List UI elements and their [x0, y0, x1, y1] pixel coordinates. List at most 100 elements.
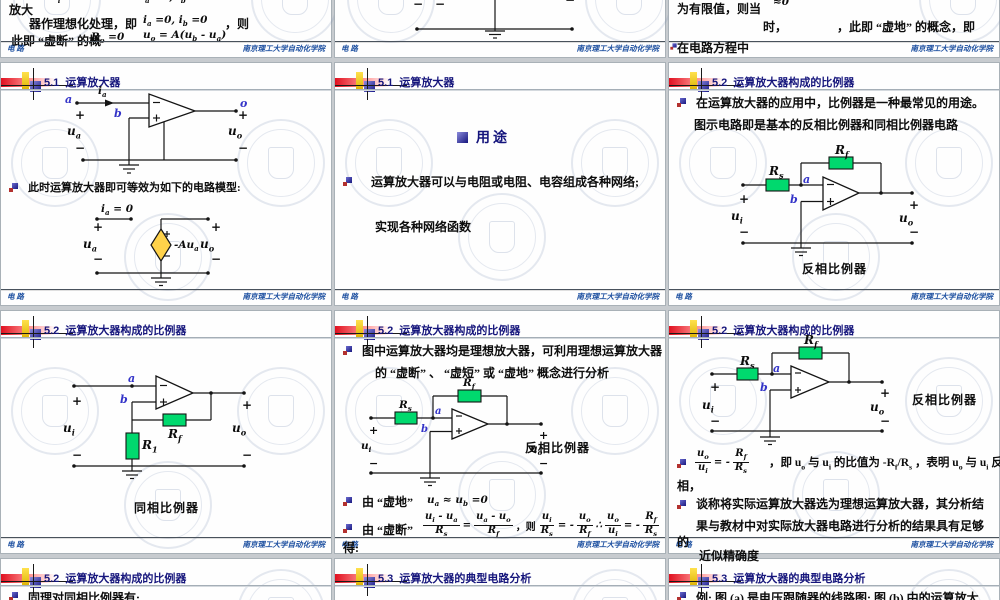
slide-ornament: [669, 316, 779, 350]
formula-ia-zero: ia = 0: [101, 203, 134, 218]
header-rule: [1, 337, 331, 339]
circuit-caption: 反相比例器: [912, 393, 978, 407]
bullet-text: 由 “虚断”: [362, 523, 414, 537]
result-text: ，即 uo 与 ui 的比值为 -Rf/Rs ，表明 uo 与 ui 反: [769, 457, 1000, 472]
polarity-sign: −: [93, 252, 104, 266]
slide-inverting-analysis[interactable]: 5.2 运算放大器构成的比例器 图中运算放大器均是理想放大器，可利用理想运算放大…: [335, 311, 665, 555]
polarity-sign: −: [539, 457, 549, 470]
voltage-label-uo: uo: [228, 124, 243, 141]
slide-opamp-model[interactable]: 5.1 运算放大器 a ia b o + ua: [1, 63, 331, 305]
resistor-r1: [125, 432, 140, 460]
university-emblem-watermark: [585, 0, 673, 43]
opamp-triangle: [155, 374, 195, 410]
slide-ornament: [669, 564, 779, 598]
circuit-caption: 反相比例器: [802, 262, 868, 276]
voltage-label-uo: uo: [530, 443, 543, 458]
university-emblem-watermark: [905, 119, 993, 207]
voltage-label-ui: ui: [702, 398, 714, 415]
slide-ornament: [335, 316, 445, 350]
node-label-o: o: [240, 97, 248, 110]
slide-noninverting-derivation[interactable]: 5.2 运算放大器构成的比例器 同理对同相比例器有:: [1, 559, 331, 600]
frac-den: Rs: [435, 525, 448, 539]
polarity-sign: +: [909, 198, 920, 212]
bullet-text: 运算放大器可以与电阻或电阻、电容组成各种网络;: [371, 175, 639, 189]
resistor-label-rf: Rf: [835, 143, 849, 160]
slide-ornament: [1, 564, 111, 598]
resistor-label-rf: Rf: [463, 377, 475, 392]
slide-header-title: 5.2 运算放大器构成的比例器: [712, 325, 855, 337]
header-rule: [669, 89, 999, 91]
polarity-sign: −: [72, 448, 83, 462]
formula-approx-zero: ≈0: [773, 0, 790, 8]
bullet-icon: [9, 183, 18, 192]
polarity-sign: +: [238, 108, 249, 122]
resistor-rf: [457, 389, 482, 403]
polarity-sign: −: [242, 448, 253, 462]
ground-icon: [420, 473, 440, 487]
university-emblem-watermark: [124, 213, 212, 301]
footer-school: 南京理工大学自动化学院: [910, 292, 994, 301]
voltage-label-ui: ui: [731, 209, 743, 226]
university-emblem-watermark: [458, 193, 546, 281]
equals-sign: = -: [623, 520, 640, 531]
bullet-text: 果与教材中对实际放大器电路进行分析的结果具有足够: [696, 519, 985, 533]
slide-virtual-ground-cont[interactable]: 为有限值，则当 ≈0 时， ，此即 “虚地” 的概念，即 在电路方程中 南京理工…: [669, 0, 1000, 57]
header-rule: [335, 89, 665, 91]
bullet-text: 谈称将实际运算放大器选为理想运算放大器，其分析结: [696, 497, 985, 511]
section-title: 用途: [476, 131, 510, 146]
slide-opamp-uses[interactable]: 5.1 运算放大器 用途 运算放大器可以与电阻或电阻、电容组成各种网络; 实现各…: [335, 63, 665, 305]
slide-proportioner-intro[interactable]: 5.2 运算放大器构成的比例器 在运算放大器的应用中，比例器是一种最常见的用途。…: [669, 63, 999, 305]
bullet-icon: [677, 459, 686, 468]
polarity-sign: −: [435, 0, 446, 11]
resistor-label-r1: R1: [142, 438, 158, 455]
slide-noninverting[interactable]: 5.2 运算放大器构成的比例器 a b Rf R1 + ui − + uo − …: [1, 311, 331, 553]
university-emblem-watermark: [345, 119, 433, 207]
voltage-label-ua: ua: [67, 124, 82, 141]
footer-rule: [1, 41, 331, 42]
bullet-icon: [343, 177, 352, 186]
university-emblem-watermark: [792, 451, 880, 539]
polarity-sign: +: [539, 429, 549, 442]
university-emblem-watermark: [679, 357, 767, 445]
frac-num: uo: [605, 511, 621, 526]
university-emblem-watermark: [792, 213, 880, 301]
formula-ia-ib: ia =0, ib =0: [141, 0, 205, 6]
bullet-text: 图示电路即是基本的反相比例器和同相比例器电路: [694, 118, 959, 132]
text-line: 在电路方程中: [677, 41, 750, 55]
bullet-text: 的: [677, 535, 690, 549]
slide-ornament: [1, 316, 111, 350]
footer-rule: [335, 537, 665, 538]
footer-rule: [335, 41, 665, 42]
header-rule: [1, 89, 331, 91]
frac-num: ui - ua: [423, 511, 460, 526]
slide-circuit-cont[interactable]: − − − 电 路 南京理工大学自动化学院: [335, 0, 673, 57]
opamp-triangle: [148, 93, 197, 128]
university-emblem-watermark: [251, 0, 339, 43]
footer-rule: [1, 537, 331, 538]
kcl-equation: ui - ua Rs = ua - uo Rf ，则 ui Rs = - uo Rf ∴…: [423, 512, 659, 539]
frac-den: ui: [608, 525, 618, 539]
text-line: 器作理想化处理，即: [29, 17, 138, 31]
equals-sign: = -: [557, 520, 574, 531]
university-emblem-watermark: [905, 357, 993, 445]
slide-inverting-result[interactable]: 5.2 运算放大器构成的比例器 Rf Rs a b + ui − + uo − …: [669, 311, 1000, 563]
frac-den: ui: [697, 462, 708, 476]
resistor-label-rf: Rf: [804, 333, 818, 350]
bullet-text: 近似精确度: [699, 549, 760, 563]
footer-school: 南京理工大学自动化学院: [576, 44, 660, 53]
footer-school: 南京理工大学自动化学院: [242, 292, 326, 301]
text-line: 放大: [9, 3, 34, 17]
bullet-icon: [677, 500, 686, 509]
slide-typical-circuits[interactable]: 5.3 运算放大器的典型电路分析: [335, 559, 665, 600]
bullet-icon: [9, 592, 18, 600]
footer-school: 南京理工大学自动化学院: [242, 540, 326, 549]
voltage-label-uo: uo: [899, 211, 914, 228]
university-emblem-watermark: [571, 367, 659, 455]
slide-voltage-follower[interactable]: 5.3 运算放大器的典型电路分析 例: 图 (a) 是电压跟随器的线路图; 图 …: [669, 559, 999, 600]
node-label-b: b: [790, 193, 798, 206]
slide-ideal-opamp-cont[interactable]: Ri →∞ ia =0, ib =0 放大 器作理想化处理，即 ia =0, i…: [1, 0, 339, 57]
resistor-label-rs: Rs: [740, 354, 755, 371]
formula-ro: Ro =0: [91, 31, 125, 45]
current-label-ia: ia: [98, 85, 107, 100]
university-emblem-watermark: [345, 367, 433, 455]
